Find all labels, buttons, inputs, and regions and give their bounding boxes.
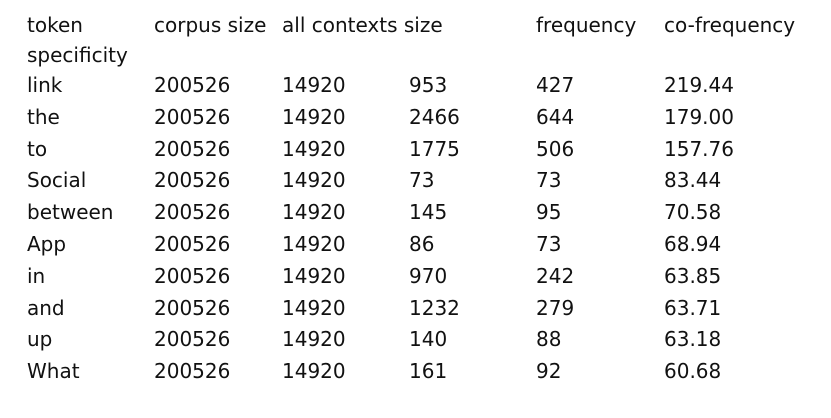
frequency-cell: 73 <box>536 168 562 193</box>
frequency-cell: 95 <box>536 200 562 225</box>
table-body: link 200526 14920 953 427 219.44 the 200526 1492… <box>27 70 824 388</box>
corpus-size-cell: 200526 <box>154 327 231 352</box>
frequency-cell: 73 <box>536 231 562 256</box>
all-contexts-size-cell: 14920 <box>282 73 346 97</box>
frequency-cell: 92 <box>536 359 562 384</box>
table-row: link 200526 14920 953 427 219.44 <box>27 70 824 102</box>
header-token-specificity: token specificity <box>27 13 128 67</box>
co-frequency-cell: 70.58 <box>664 200 722 225</box>
all-contexts-size-cell: 14920 <box>282 104 346 129</box>
frequency-cell: 427 <box>536 73 575 97</box>
header-corpus-size: corpus size <box>154 13 267 37</box>
all-contexts-size-cell: 14920 <box>282 136 346 161</box>
co-frequency-cell: 63.18 <box>664 327 722 352</box>
context-size-cell: 140 <box>409 327 448 352</box>
co-frequency-cell: 157.76 <box>664 136 734 161</box>
all-contexts-size-cell: 14920 <box>282 359 346 384</box>
token-cell: between <box>27 200 114 225</box>
table-row: and 200526 14920 1232 279 63.71 <box>27 293 824 325</box>
frequency-cell: 88 <box>536 327 562 352</box>
table-header: token specificity corpus size all contex… <box>27 10 824 70</box>
corpus-size-cell: 200526 <box>154 73 231 97</box>
context-size-cell: 73 <box>409 168 435 193</box>
frequency-cell: 279 <box>536 295 575 320</box>
token-cell: What <box>27 359 80 384</box>
corpus-size-cell: 200526 <box>154 200 231 225</box>
results-table-container: token specificity corpus size all contex… <box>27 10 824 388</box>
table-row: up 200526 14920 140 88 63.18 <box>27 324 824 356</box>
header-frequency: frequency <box>536 13 637 37</box>
frequency-cell: 242 <box>536 263 575 288</box>
co-frequency-cell: 68.94 <box>664 231 722 256</box>
all-contexts-size-cell: 14920 <box>282 327 346 352</box>
corpus-size-cell: 200526 <box>154 359 231 384</box>
corpus-size-cell: 200526 <box>154 104 231 129</box>
all-contexts-size-cell: 14920 <box>282 168 346 193</box>
corpus-size-cell: 200526 <box>154 295 231 320</box>
table-row: in 200526 14920 970 242 63.85 <box>27 261 824 293</box>
context-size-cell: 970 <box>409 263 448 288</box>
corpus-size-cell: 200526 <box>154 168 231 193</box>
context-size-cell: 86 <box>409 231 435 256</box>
table-row: App 200526 14920 86 73 68.94 <box>27 229 824 261</box>
context-size-cell: 2466 <box>409 104 460 129</box>
token-cell: App <box>27 231 67 256</box>
context-size-cell: 161 <box>409 359 448 384</box>
co-frequency-cell: 219.44 <box>664 73 734 97</box>
token-cell: to <box>27 136 48 161</box>
header-row: token specificity corpus size all contex… <box>27 10 824 70</box>
context-size-cell: 1232 <box>409 295 460 320</box>
frequency-cell: 644 <box>536 104 575 129</box>
co-frequency-cell: 63.85 <box>664 263 722 288</box>
token-cell: in <box>27 263 46 288</box>
token-cell: Social <box>27 168 87 193</box>
co-frequency-cell: 179.00 <box>664 104 734 129</box>
all-contexts-size-cell: 14920 <box>282 231 346 256</box>
co-frequency-cell: 63.71 <box>664 295 722 320</box>
context-size-cell: 953 <box>409 73 448 97</box>
token-cell: link <box>27 73 63 97</box>
corpus-size-cell: 200526 <box>154 263 231 288</box>
all-contexts-size-cell: 14920 <box>282 263 346 288</box>
token-cell: up <box>27 327 53 352</box>
all-contexts-size-cell: 14920 <box>282 200 346 225</box>
co-frequency-cell: 60.68 <box>664 359 722 384</box>
context-size-cell: 1775 <box>409 136 460 161</box>
corpus-size-cell: 200526 <box>154 231 231 256</box>
header-all-contexts-size: all contexts size <box>282 13 443 37</box>
header-co-frequency: co-frequency <box>664 13 796 37</box>
corpus-size-cell: 200526 <box>154 136 231 161</box>
context-size-cell: 145 <box>409 200 448 225</box>
table-row: What 200526 14920 161 92 60.68 <box>27 356 824 388</box>
co-frequency-cell: 83.44 <box>664 168 722 193</box>
table-row: Social 200526 14920 73 73 83.44 <box>27 165 824 197</box>
table-row: between 200526 14920 145 95 70.58 <box>27 197 824 229</box>
table-row: to 200526 14920 1775 506 157.76 <box>27 134 824 166</box>
token-cell: and <box>27 295 65 320</box>
token-cell: the <box>27 104 60 129</box>
all-contexts-size-cell: 14920 <box>282 295 346 320</box>
table-row: the 200526 14920 2466 644 179.00 <box>27 102 824 134</box>
specificity-table: token specificity corpus size all contex… <box>27 10 824 388</box>
frequency-cell: 506 <box>536 136 575 161</box>
